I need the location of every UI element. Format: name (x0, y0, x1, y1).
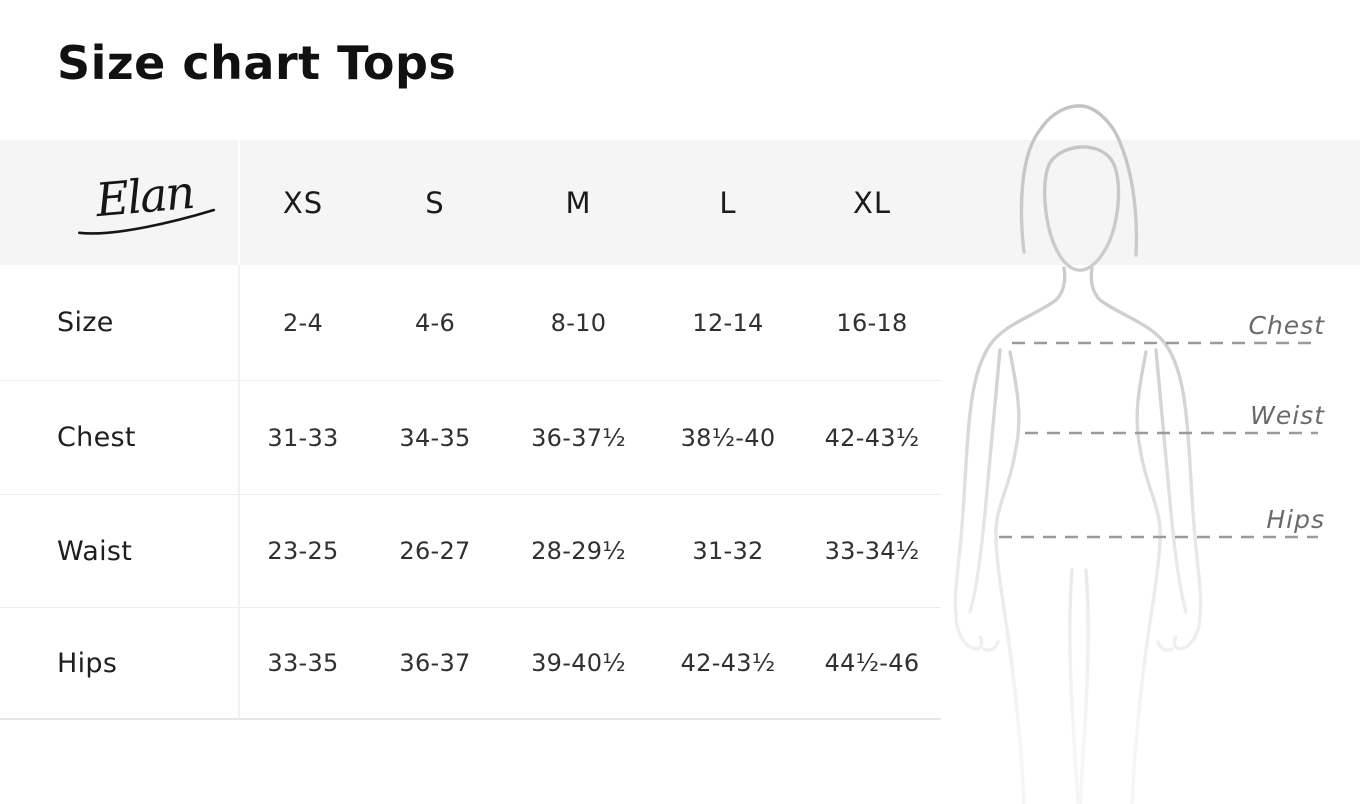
hair-outline-path (1019, 104, 1139, 257)
cell-chest-xl: 42-43½ (803, 380, 941, 494)
left-torso-leg-path (994, 350, 1026, 804)
hips-measurement-label: Hips (1266, 505, 1325, 534)
size-chart-table: Elan XS S M L XL Size 2-4 4-6 8-10 12-14… (0, 140, 941, 720)
cell-waist-s: 26-27 (366, 494, 504, 607)
row-label-waist: Waist (0, 494, 240, 607)
waist-measurement-label: Weist (1250, 401, 1325, 430)
left-leg-inner-path (1068, 568, 1080, 804)
column-header-m: M (565, 185, 592, 220)
column-header-xl: XL (852, 185, 892, 220)
cell-chest-s: 34-35 (366, 380, 504, 494)
brand-logo-underline (78, 208, 216, 235)
cell-chest-m: 36-37½ (504, 380, 653, 494)
right-hand-finger-path (1156, 640, 1174, 652)
page-title: Size chart Tops (57, 36, 457, 90)
cell-size-xs: 2-4 (282, 308, 324, 337)
brand-logo-cell: Elan (0, 140, 240, 265)
cell-waist-xl: 33-34½ (803, 494, 941, 607)
left-hand-finger-path (982, 640, 1000, 652)
face-outline-path (1042, 145, 1121, 272)
row-label-hips: Hips (0, 607, 240, 720)
cell-hips-s: 36-37 (366, 607, 504, 720)
column-header-l: L (719, 185, 737, 220)
cell-chest-l: 38½-40 (653, 380, 803, 494)
cell-size-l: 12-14 (692, 308, 764, 337)
cell-hips-m: 39-40½ (504, 607, 653, 720)
body-measurement-figure: Chest Weist Hips (953, 104, 1325, 804)
row-label-chest: Chest (0, 380, 240, 494)
column-header-s: S (425, 185, 445, 220)
cell-waist-xs: 23-25 (240, 494, 366, 607)
right-arm-outline-path (1089, 266, 1203, 651)
right-torso-leg-path (1130, 350, 1162, 804)
left-arm-outline-path (953, 266, 1067, 651)
cell-hips-l: 42-43½ (653, 607, 803, 720)
brand-logo: Elan (78, 164, 216, 235)
cell-hips-xl: 44½-46 (803, 607, 941, 720)
cell-chest-xs: 31-33 (240, 380, 366, 494)
column-header-xs: XS (282, 185, 324, 220)
cell-size-m: 8-10 (550, 308, 607, 337)
cell-size-xl: 16-18 (836, 308, 908, 337)
row-label-size: Size (0, 265, 240, 380)
cell-waist-l: 31-32 (653, 494, 803, 607)
right-leg-inner-path (1078, 568, 1090, 804)
brand-logo-text: Elan (93, 164, 196, 226)
cell-waist-m: 28-29½ (504, 494, 653, 607)
left-arm-inner-path (968, 348, 1002, 614)
right-arm-inner-path (1154, 348, 1188, 614)
cell-size-s: 4-6 (414, 308, 456, 337)
cell-hips-xs: 33-35 (240, 607, 366, 720)
chest-measurement-label: Chest (1248, 311, 1325, 340)
